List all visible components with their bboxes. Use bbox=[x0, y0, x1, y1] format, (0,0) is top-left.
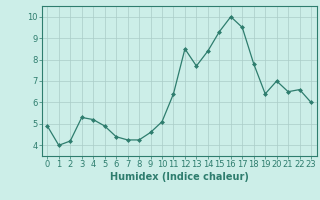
X-axis label: Humidex (Indice chaleur): Humidex (Indice chaleur) bbox=[110, 172, 249, 182]
